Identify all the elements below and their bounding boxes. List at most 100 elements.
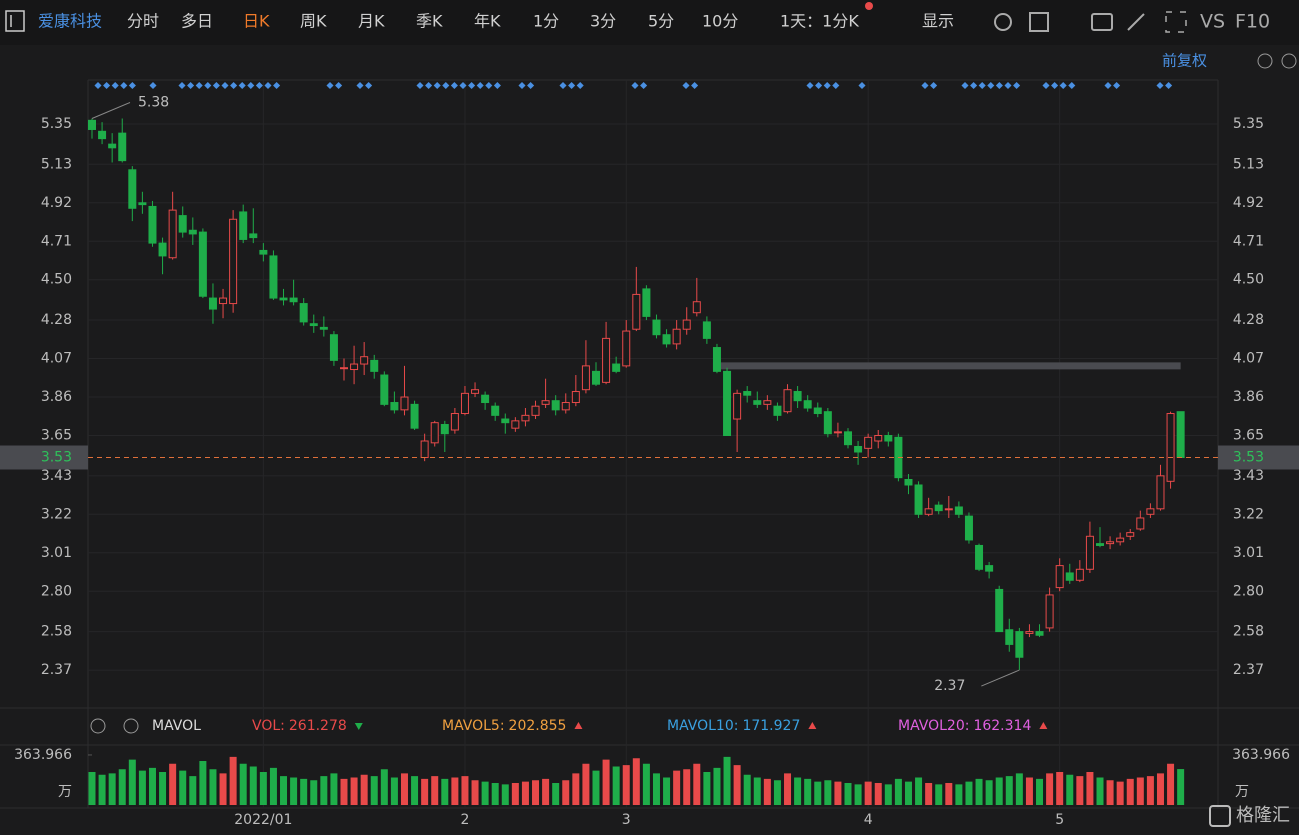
- y-tick-label: 2.37: [1233, 662, 1264, 678]
- y-tick-label: 4.50: [41, 272, 72, 288]
- candle-body: [692, 301, 701, 314]
- trend-arrow: [354, 723, 363, 730]
- camera-icon[interactable]: [1091, 13, 1113, 31]
- volume-bar: [350, 777, 358, 805]
- zoom-out[interactable]: [1257, 53, 1273, 69]
- notice-dot: [865, 2, 873, 10]
- period-tab[interactable]: 月K: [358, 12, 385, 31]
- volume-bar: [501, 784, 509, 805]
- signal: [527, 81, 535, 90]
- candle-body: [712, 347, 721, 372]
- volume-bar: [280, 776, 288, 805]
- vol-legend-value: 162.314: [973, 718, 1031, 734]
- volume-bar: [431, 776, 439, 805]
- volume-bar: [693, 763, 701, 805]
- signal: [221, 81, 229, 90]
- signal: [1165, 81, 1173, 90]
- y-tick-label: 3.86: [41, 389, 72, 405]
- signal: [493, 81, 501, 90]
- candle-body: [1055, 565, 1064, 589]
- volume-bar: [310, 780, 318, 805]
- candle-body: [783, 389, 792, 413]
- candle-body: [1176, 411, 1185, 458]
- candle-body: [995, 588, 1004, 633]
- period-tab[interactable]: 10分: [702, 12, 738, 31]
- candle-body: [229, 218, 238, 305]
- layout-icon[interactable]: [1029, 12, 1049, 32]
- candle-body: [1045, 594, 1054, 629]
- candle-body: [1015, 631, 1024, 658]
- volume-bar: [763, 778, 771, 805]
- volume-bar: [784, 773, 792, 805]
- display-menu[interactable]: 显示: [922, 12, 954, 31]
- last-price: 3.53: [1233, 449, 1264, 465]
- candle-body: [652, 319, 661, 336]
- adjust-select[interactable]: 前复权: [1162, 52, 1207, 70]
- candle-body: [430, 422, 439, 444]
- vol-settings[interactable]: [90, 718, 106, 734]
- candle-body: [88, 119, 96, 130]
- volume-bar: [269, 767, 277, 805]
- volume-bar: [138, 770, 146, 805]
- volume-bar: [199, 761, 207, 805]
- period-tab[interactable]: 周K: [300, 12, 327, 31]
- annotation: 2.37: [934, 678, 965, 694]
- signal: [485, 81, 493, 90]
- volume-bar: [259, 772, 267, 805]
- volume-bar: [1126, 778, 1134, 805]
- volume-bar: [642, 763, 650, 805]
- menu-icon[interactable]: [5, 10, 25, 32]
- signal: [416, 81, 424, 90]
- period-tab[interactable]: 1分: [533, 12, 559, 31]
- draw-icon[interactable]: [1127, 13, 1145, 31]
- vol-indicator[interactable]: MAVOL: [152, 718, 201, 734]
- volume-bar: [1156, 773, 1164, 805]
- period-tab[interactable]: 多日: [181, 12, 213, 31]
- volume-bar: [1056, 772, 1064, 805]
- signal: [858, 81, 866, 90]
- signal: [823, 81, 831, 90]
- candle-body: [793, 391, 802, 402]
- fullscreen-icon[interactable]: [1165, 11, 1187, 33]
- y-tick-label: 4.07: [41, 351, 72, 367]
- zoom-in[interactable]: [1281, 53, 1297, 69]
- candle-body: [208, 297, 217, 310]
- period-tab[interactable]: 分时: [127, 12, 159, 31]
- settings-icon[interactable]: [994, 13, 1012, 31]
- volume-bar: [844, 783, 852, 805]
- signal: [425, 81, 433, 90]
- volume-bar: [511, 783, 519, 805]
- y-tick-label: 4.50: [1233, 272, 1264, 288]
- vol-close[interactable]: [123, 718, 139, 734]
- candle-body: [329, 334, 338, 361]
- candle-body: [682, 319, 691, 330]
- signal: [1051, 81, 1059, 90]
- volume-bar: [380, 769, 388, 805]
- volume-bar: [1096, 777, 1104, 805]
- signal: [682, 81, 690, 90]
- candle-body: [551, 400, 560, 411]
- candle-body: [854, 446, 863, 453]
- candle-body: [1166, 413, 1175, 482]
- candle-body: [622, 330, 631, 367]
- signal: [832, 81, 840, 90]
- period-tab[interactable]: 日K: [243, 12, 270, 31]
- stock-name[interactable]: 爱康科技: [38, 12, 102, 31]
- volume-bar: [915, 777, 923, 805]
- interval-select[interactable]: 1天：1分K: [780, 12, 859, 31]
- candle-body: [1106, 541, 1115, 545]
- period-tab[interactable]: 5分: [648, 12, 674, 31]
- y-tick-label: 3.01: [41, 545, 72, 561]
- signal: [212, 81, 220, 90]
- period-tab[interactable]: 3分: [590, 12, 616, 31]
- y-tick-label: 4.28: [41, 312, 72, 328]
- candle-body: [571, 391, 580, 404]
- volume-bar: [360, 774, 368, 805]
- period-tab[interactable]: 年K: [474, 12, 501, 31]
- period-tab[interactable]: 季K: [416, 12, 443, 31]
- f10-button[interactable]: F10: [1235, 11, 1270, 33]
- candle-body: [420, 440, 429, 458]
- volume-bar: [390, 777, 398, 805]
- vs-button[interactable]: VS: [1200, 11, 1225, 33]
